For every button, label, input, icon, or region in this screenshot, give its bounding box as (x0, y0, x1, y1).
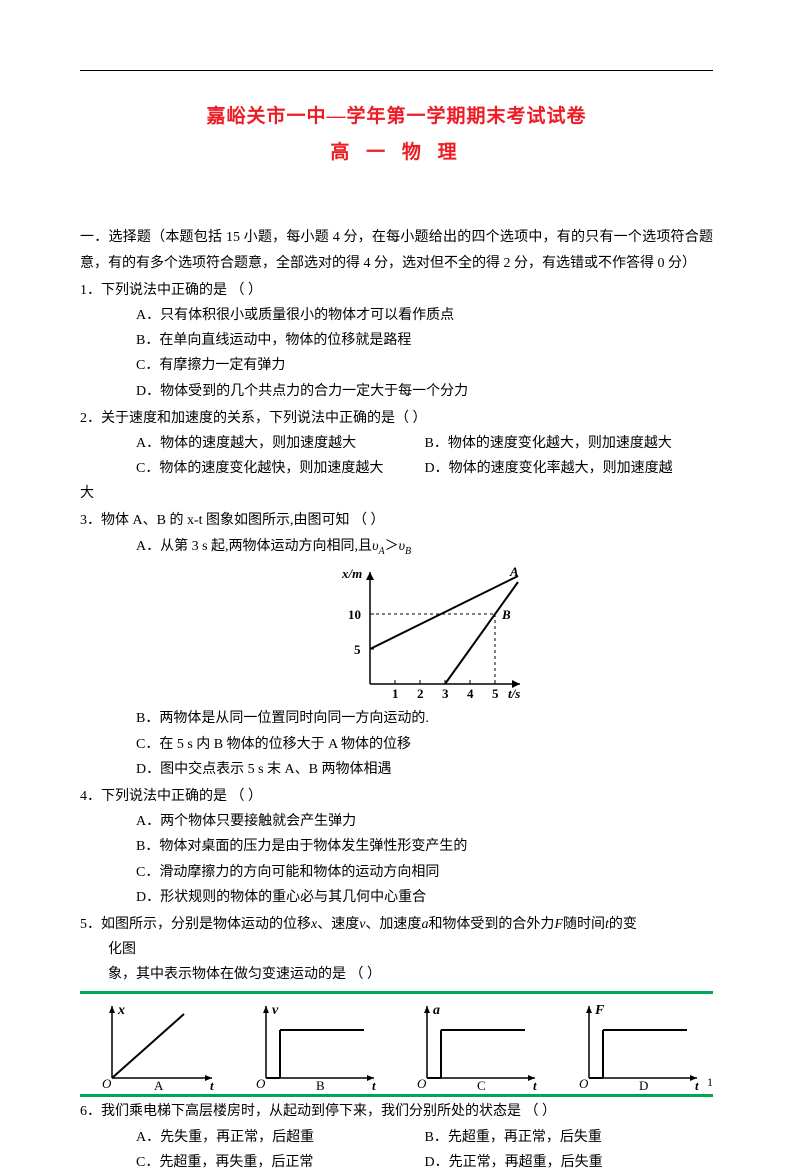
svg-text:O: O (102, 1076, 112, 1091)
q5-t3: 、加速度 (365, 917, 421, 932)
q3-option-c: C．在 5 s 内 B 物体的位移大于 A 物体的位移 (136, 732, 713, 757)
q2-option-d-tail: 大 (80, 481, 713, 506)
svg-text:a: a (433, 1003, 440, 1018)
page-subtitle: 高 一 物 理 (80, 136, 713, 170)
gt: ＞ (385, 539, 399, 554)
var-f: F (554, 917, 563, 932)
svg-text:v: v (272, 1003, 279, 1018)
q3-stem: 3．物体 A、B 的 x-t 图象如图所示,由图可知 （ ） (80, 508, 713, 533)
question-4: 4．下列说法中正确的是 （ ） A．两个物体只要接触就会产生弹力 B．物体对桌面… (80, 784, 713, 910)
question-1: 1．下列说法中正确的是 （ ） A．只有体积很小或质量很小的物体才可以看作质点 … (80, 278, 713, 404)
q2-option-d: D．物体的速度变化率越大，则加速度越 (425, 456, 714, 481)
svg-text:3: 3 (442, 686, 449, 701)
svg-text:x/m: x/m (341, 566, 362, 581)
q5-graph-row: x O t A v O t B a O t C (80, 991, 713, 1097)
svg-text:1: 1 (392, 686, 399, 701)
q2-option-a: A．物体的速度越大，则加速度越大 (136, 431, 425, 456)
graph-b: v O t B (246, 1000, 386, 1092)
page-number: 1 (707, 1072, 713, 1094)
xt-graph: 1 2 3 4 5 5 10 x/m t/s A B (340, 564, 530, 704)
q4-option-b: B．物体对桌面的压力是由于物体发生弹性形变产生的 (136, 834, 713, 859)
svg-text:t: t (695, 1078, 699, 1092)
q3-option-d: D．图中交点表示 5 s 末 A、B 两物体相遇 (136, 757, 713, 782)
q4-option-c: C．滑动摩擦力的方向可能和物体的运动方向相同 (136, 860, 713, 885)
q6-option-d: D．先正常，再超重，后失重 (425, 1150, 714, 1175)
sub-b: B (405, 545, 411, 556)
svg-text:O: O (417, 1076, 427, 1091)
q1-option-d: D．物体受到的几个共点力的合力一定大于每一个分力 (136, 379, 713, 404)
q1-option-c: C．有摩擦力一定有弹力 (136, 353, 713, 378)
q4-option-d: D．形状规则的物体的重心必与其几何中心重合 (136, 885, 713, 910)
svg-text:A: A (154, 1078, 164, 1092)
q2-option-b: B．物体的速度变化越大，则加速度越大 (425, 431, 714, 456)
svg-text:F: F (594, 1003, 605, 1018)
q6-option-c: C．先超重，再失重，后正常 (136, 1150, 425, 1175)
section-1-instructions: 一．选择题（本题包括 15 小题，每小题 4 分，在每小题给出的四个选项中，有的… (80, 225, 713, 275)
svg-text:t: t (210, 1078, 214, 1092)
q1-stem: 1．下列说法中正确的是 （ ） (80, 278, 713, 303)
svg-text:x: x (117, 1003, 125, 1018)
svg-text:5: 5 (354, 642, 361, 657)
q6-option-a: A．先失重，再正常，后超重 (136, 1125, 425, 1150)
question-3: 3．物体 A、B 的 x-t 图象如图所示,由图可知 （ ） A．从第 3 s … (80, 508, 713, 782)
graph-d: F O t D (569, 1000, 709, 1092)
q3-option-b: B．两物体是从同一位置同时向同一方向运动的. (136, 706, 713, 731)
svg-text:A: A (509, 564, 519, 579)
svg-text:D: D (639, 1078, 648, 1092)
q5-t1: 5．如图所示，分别是物体运动的位移 (80, 917, 311, 932)
svg-text:B: B (501, 607, 511, 622)
svg-text:5: 5 (492, 686, 499, 701)
q2-stem: 2．关于速度和加速度的关系，下列说法中正确的是（ ） (80, 406, 713, 431)
page-title: 嘉峪关市一中—学年第一学期期末考试试卷 (80, 100, 713, 134)
svg-text:t: t (533, 1078, 537, 1092)
svg-text:O: O (256, 1076, 266, 1091)
q5-stem-line2: 化图 (80, 937, 713, 962)
question-6: 6．我们乘电梯下高层楼房时，从起动到停下来，我们分别所处的状态是 （ ） A．先… (80, 1099, 713, 1175)
q3-option-a: A．从第 3 s 起,两物体运动方向相同,且 (136, 539, 372, 554)
q5-t6: 的变 (609, 917, 637, 932)
svg-text:t: t (372, 1078, 376, 1092)
q5-t5: 随时间 (563, 917, 605, 932)
q1-option-b: B．在单向直线运动中，物体的位移就是路程 (136, 328, 713, 353)
question-5: 5．如图所示，分别是物体运动的位移x、速度v、加速度a和物体受到的合外力F随时间… (80, 912, 713, 1098)
q6-stem: 6．我们乘电梯下高层楼房时，从起动到停下来，我们分别所处的状态是 （ ） (80, 1099, 713, 1124)
q5-stem-line3: 象，其中表示物体在做匀变速运动的是 （ ） (80, 962, 713, 987)
svg-text:B: B (316, 1078, 325, 1092)
q5-t2: 、速度 (317, 917, 359, 932)
q2-option-c: C．物体的速度变化越快，则加速度越大 (136, 456, 425, 481)
svg-text:O: O (579, 1076, 589, 1091)
graph-c: a O t C (407, 1000, 547, 1092)
svg-text:2: 2 (417, 686, 424, 701)
svg-text:C: C (477, 1078, 486, 1092)
q5-stem-line1: 5．如图所示，分别是物体运动的位移x、速度v、加速度a和物体受到的合外力F随时间… (80, 912, 713, 937)
q4-stem: 4．下列说法中正确的是 （ ） (80, 784, 713, 809)
q5-t4: 和物体受到的合外力 (428, 917, 554, 932)
svg-text:4: 4 (467, 686, 474, 701)
q6-option-b: B．先超重，再正常，后失重 (425, 1125, 714, 1150)
question-2: 2．关于速度和加速度的关系，下列说法中正确的是（ ） A．物体的速度越大，则加速… (80, 406, 713, 482)
q1-option-a: A．只有体积很小或质量很小的物体才可以看作质点 (136, 303, 713, 328)
q4-option-a: A．两个物体只要接触就会产生弹力 (136, 809, 713, 834)
svg-text:10: 10 (348, 607, 361, 622)
svg-text:t/s: t/s (508, 686, 520, 701)
graph-a: x O t A (84, 1000, 224, 1092)
